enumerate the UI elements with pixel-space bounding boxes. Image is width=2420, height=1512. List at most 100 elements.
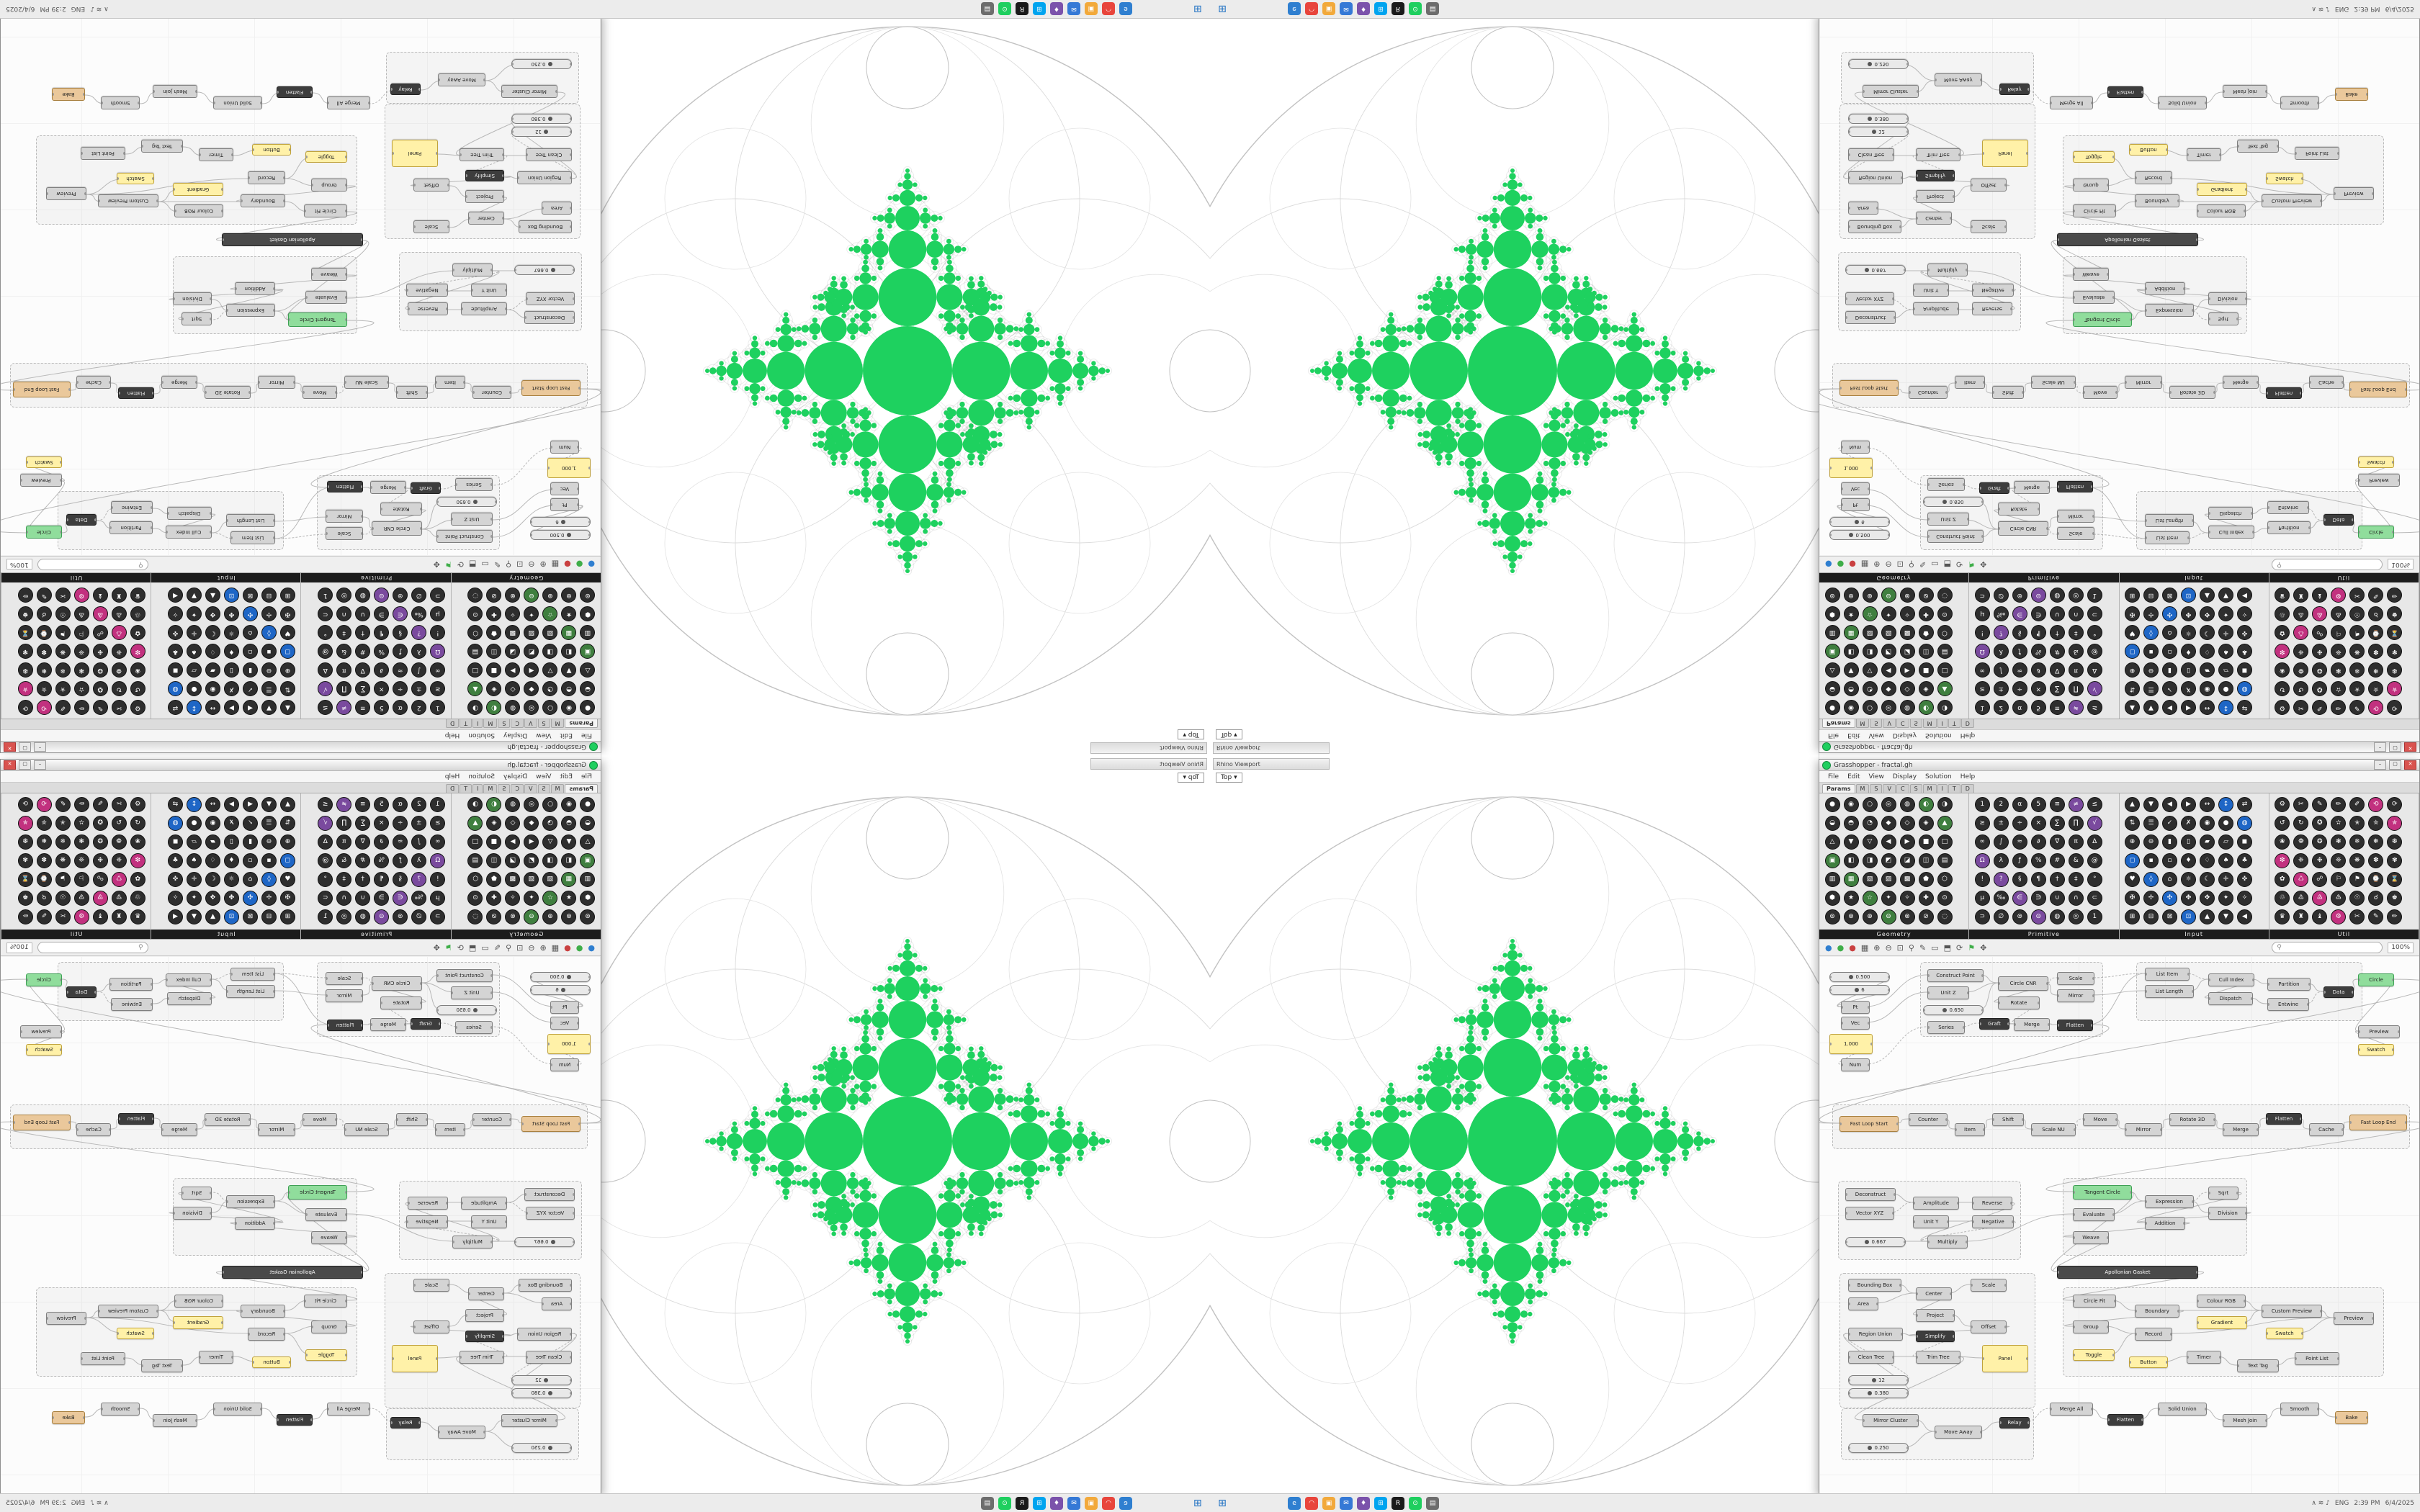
component-icon[interactable]: □ [467, 833, 484, 850]
component-icon[interactable]: ◩ [523, 643, 540, 660]
palette-category-label[interactable]: Primitive [1969, 573, 2119, 582]
component-icon[interactable]: ‰ [411, 606, 428, 623]
gh-node-reverse[interactable]: Reverse [408, 1197, 448, 1210]
gh-node-trim-tree[interactable]: Trim Tree [460, 148, 504, 161]
gh-tab-6[interactable]: M [1922, 719, 1937, 728]
gh-node-text-tag[interactable]: Text Tag [141, 140, 183, 153]
component-icon[interactable]: ★ [560, 889, 578, 906]
menu-view[interactable]: View [536, 773, 552, 780]
component-icon[interactable]: ⊂ [2086, 606, 2103, 623]
component-icon[interactable]: ◈ [485, 680, 503, 698]
gh-node-partition[interactable]: Partition [2267, 978, 2311, 991]
component-icon[interactable]: ⊕ [542, 587, 559, 604]
component-icon[interactable]: ⇅ [279, 814, 297, 832]
component-icon[interactable]: ❆ [2386, 833, 2403, 850]
close-button[interactable]: ✕ [2404, 742, 2416, 752]
component-icon[interactable]: ▰ [2199, 662, 2216, 679]
component-icon[interactable]: ÷ [392, 680, 409, 698]
gh-node-record[interactable]: Record [2135, 171, 2172, 184]
component-icon[interactable]: ▲ [279, 796, 297, 813]
component-icon[interactable]: ● [186, 814, 203, 832]
toolbar-icon-5[interactable]: ⊖ [528, 559, 535, 570]
component-icon[interactable]: ❁ [110, 833, 127, 850]
component-icon[interactable]: ◒ [579, 680, 596, 698]
component-icon[interactable]: ♵ [2330, 889, 2347, 906]
component-icon[interactable]: ≥ [429, 814, 447, 832]
component-icon[interactable]: ⊃ [1973, 587, 1991, 604]
component-icon[interactable]: ⊚ [579, 587, 596, 604]
component-icon[interactable]: ● [579, 699, 596, 716]
component-icon[interactable]: ⊛ [560, 908, 578, 925]
gh-tab-1[interactable]: M [550, 719, 565, 728]
gh-node-swatch[interactable]: Swatch [26, 456, 62, 468]
component-icon[interactable]: ⊖ [261, 662, 278, 679]
component-icon[interactable]: ↔ [2199, 796, 2216, 813]
gh-node-cull-index[interactable]: Cull Index [2208, 526, 2254, 539]
gh-tab-1[interactable]: M [1855, 784, 1870, 793]
component-icon[interactable]: 1 [429, 699, 447, 716]
component-icon[interactable]: ◫ [485, 852, 503, 869]
component-icon[interactable]: 5 [373, 699, 390, 716]
component-icon[interactable]: ♴ [2311, 606, 2329, 623]
gh-tab-6[interactable]: M [1922, 784, 1937, 793]
component-icon[interactable]: ◀ [2161, 796, 2179, 813]
component-icon[interactable]: 1 [2086, 587, 2103, 604]
canvas-search-input[interactable] [42, 560, 136, 569]
component-icon[interactable]: ⊖ [523, 908, 540, 925]
toolbar-icon-10[interactable]: ⬒ [469, 559, 477, 570]
component-icon[interactable]: ☍ [91, 870, 109, 888]
gh-tab-2[interactable]: S [1870, 784, 1883, 793]
taskbar-app-5[interactable]: ⊞ [1033, 1496, 1046, 1510]
component-icon[interactable]: ? [411, 624, 428, 642]
component-icon[interactable]: ≤ [317, 796, 334, 813]
gh-node-move[interactable]: Move [302, 1113, 337, 1126]
component-icon[interactable]: ✚ [1917, 606, 1935, 623]
component-icon[interactable]: ♦ [223, 852, 241, 869]
gh-tab-3[interactable]: V [524, 784, 537, 793]
component-icon[interactable]: ● [186, 680, 203, 698]
component-icon[interactable]: ▮ [2161, 662, 2179, 679]
component-icon[interactable]: ✮ [2367, 680, 2385, 698]
component-icon[interactable]: ⊗ [1899, 908, 1916, 925]
component-icon[interactable]: ÷ [2011, 680, 2028, 698]
tray-icons[interactable]: ∧ ≋ ♪ [90, 5, 109, 13]
taskbar-app-5[interactable]: ⊞ [1374, 2, 1387, 16]
toolbar-icon-3[interactable]: ▦ [551, 942, 560, 953]
component-icon[interactable]: ⚙ [2330, 587, 2347, 604]
start-button[interactable]: ⊞ [1218, 3, 1227, 15]
component-icon[interactable]: ⌚ [35, 870, 53, 888]
component-icon[interactable]: # [354, 643, 372, 660]
gh-node-flatten[interactable]: Flatten [277, 86, 313, 98]
component-icon[interactable]: ! [1973, 624, 1991, 642]
gh-canvas[interactable]: 0.500 6 Pt Vec 1.000 Num Construct Point Unit Z… [1, 18, 601, 556]
gh-node-pt[interactable]: Pt [1841, 1001, 1870, 1014]
gh-node-smooth[interactable]: Smooth [2280, 96, 2319, 109]
gh-tab-2[interactable]: S [537, 719, 550, 728]
gh-node-scale-nu[interactable]: Scale NU [344, 1123, 389, 1136]
component-icon[interactable]: ⚙ [73, 908, 90, 925]
gh-node-flatten[interactable]: Flatten [118, 387, 154, 399]
component-icon[interactable]: ↺ [129, 814, 146, 832]
component-icon[interactable]: ⇄ [167, 796, 184, 813]
gh-node-scale[interactable]: Scale [413, 220, 449, 233]
gh-node-fast-loop-start[interactable]: Fast Loop Start [1839, 1116, 1899, 1132]
component-icon[interactable]: ♚ [2386, 889, 2403, 906]
component-icon[interactable]: ✧ [167, 606, 184, 623]
component-icon[interactable]: ✫ [73, 680, 90, 698]
component-icon[interactable]: ▰ [205, 833, 222, 850]
component-icon[interactable]: ∑ [2048, 814, 2066, 832]
gh-node-merge-all[interactable]: Merge All [2050, 1403, 2093, 1416]
component-icon[interactable]: ✾ [17, 852, 34, 869]
component-icon[interactable]: ✧ [2236, 606, 2254, 623]
component-icon[interactable]: ✮ [2367, 814, 2385, 832]
component-icon[interactable]: ☾ [2199, 870, 2216, 888]
gh-node-rotate-3d[interactable]: Rotate 3D [2169, 1113, 2215, 1126]
component-icon[interactable]: ❊ [73, 643, 90, 660]
component-icon[interactable]: ▦ [560, 624, 578, 642]
component-icon[interactable]: ∈ [2011, 606, 2028, 623]
gh-node-area[interactable]: Area [1848, 202, 1878, 215]
menu-solution[interactable]: Solution [1925, 732, 1952, 739]
component-icon[interactable]: ▰ [2199, 833, 2216, 850]
component-icon[interactable]: † [354, 624, 372, 642]
gh-node-evaluate[interactable]: Evaluate [305, 1208, 347, 1221]
